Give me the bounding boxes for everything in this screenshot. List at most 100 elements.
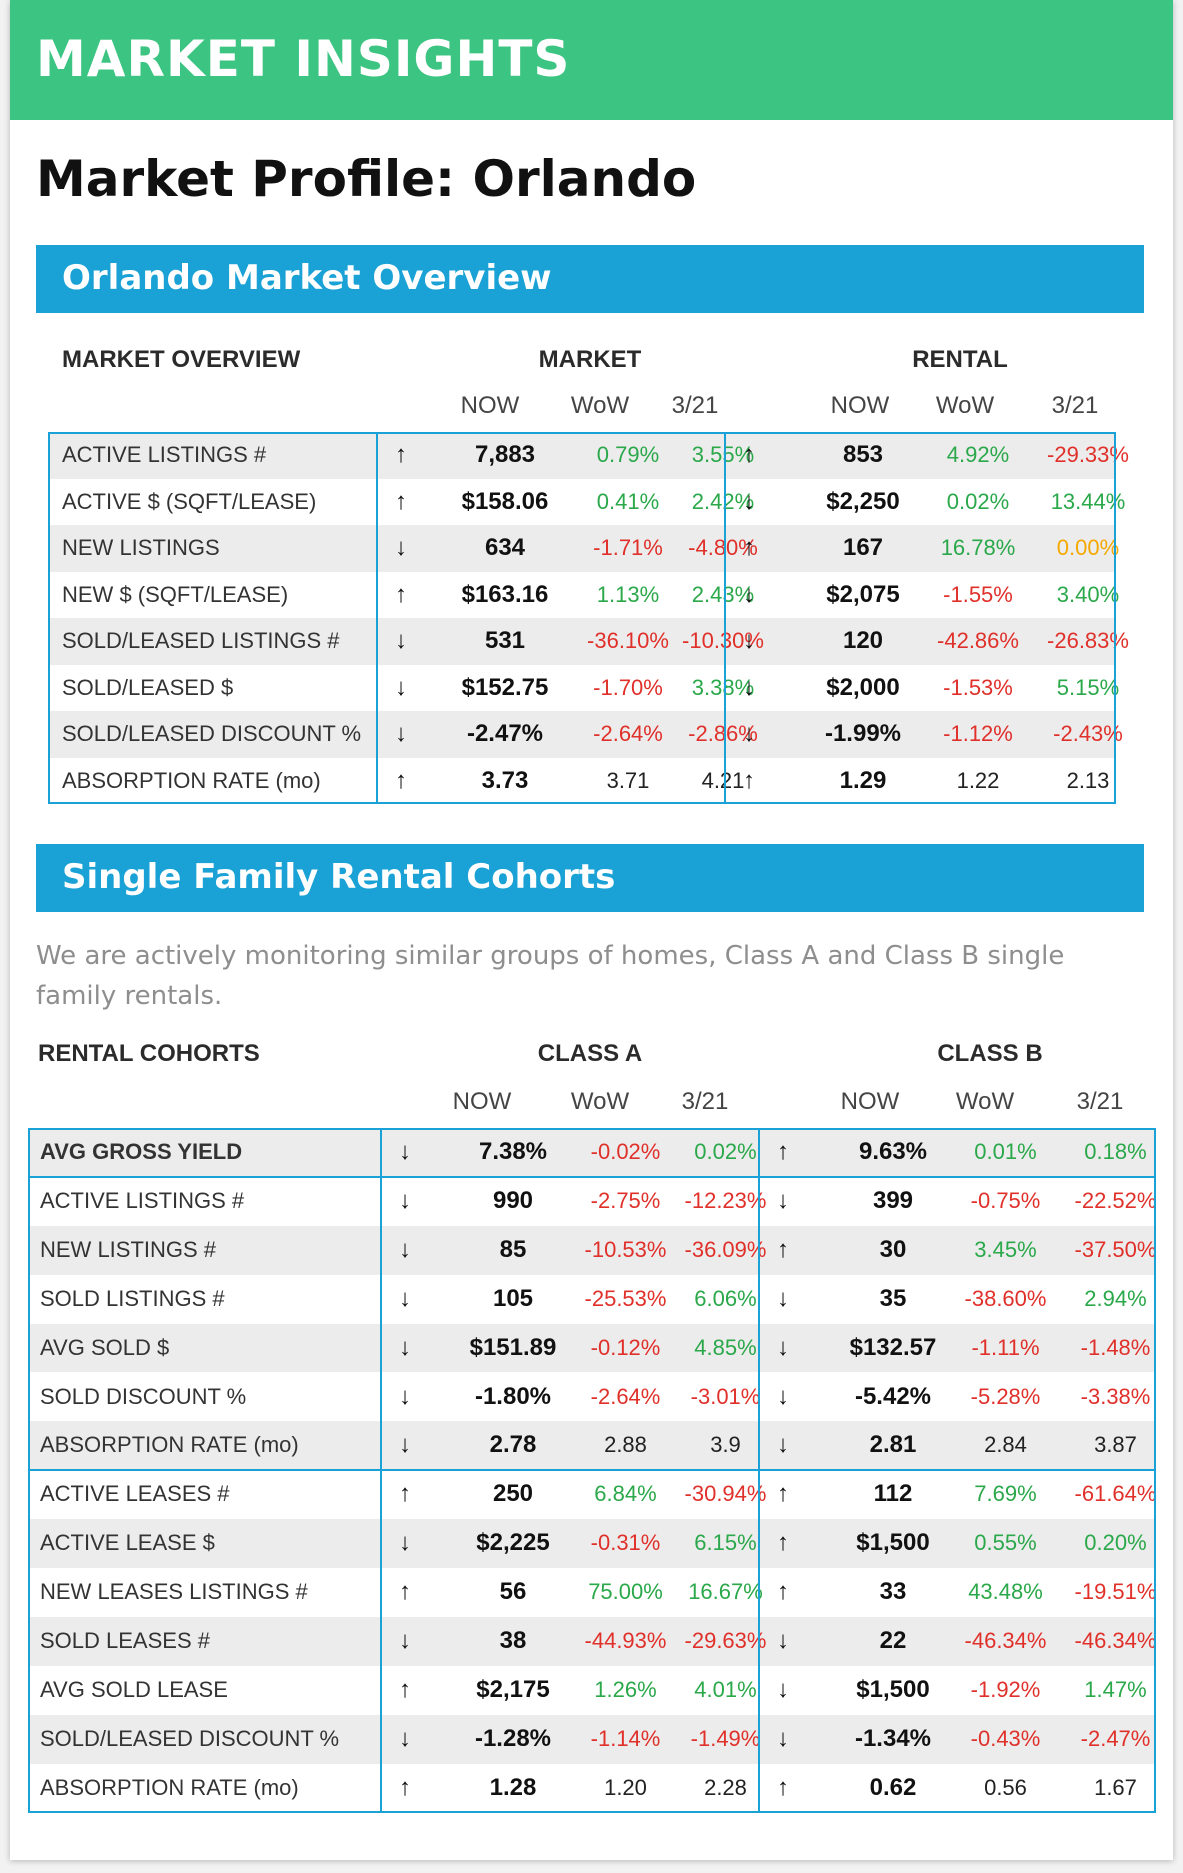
cell-mar-a: -30.94%	[684, 1481, 767, 1507]
market-insights-card: MARKET INSIGHTS Market Profile: Orlando …	[10, 0, 1173, 1860]
cell-dir-a: ↓	[399, 1235, 411, 1263]
cell-wow-b: 2.84	[984, 1432, 1027, 1458]
cell-mar-a: -2.86%	[688, 721, 758, 746]
cohorts-group-class-a: CLASS A	[537, 1040, 643, 1067]
cell-dir-b: ↑	[743, 441, 755, 468]
cell-label: ABSORPTION RATE (mo)	[40, 1432, 299, 1458]
cell-mar-b: -46.34%	[1074, 1628, 1157, 1653]
cell-dir-a: ↓	[399, 1529, 411, 1557]
table-row: ACTIVE LISTINGS # ↑ 7,883 0.79% 3.55% ↑ 853 4.9…	[48, 432, 1129, 479]
cell-wow-a: 1.26%	[594, 1676, 657, 1702]
table-row: SOLD/LEASED LISTINGS # ↓ 531 -36.10% -10.30%…	[48, 618, 1129, 665]
cell-mar-a: 4.21	[701, 767, 745, 793]
cell-dir-a: ↑	[395, 487, 407, 515]
cell-mar-a: 2.42%	[691, 488, 755, 514]
cell-dir-a: ↓	[395, 673, 407, 701]
cell-mar-a: -10.30%	[682, 628, 764, 653]
cell-now-b: 112	[873, 1480, 913, 1508]
cell-wow-b: 7.69%	[974, 1481, 1037, 1507]
cell-now-a: 7.38%	[478, 1138, 548, 1165]
cell-label: ACTIVE LEASES #	[40, 1481, 230, 1507]
cell-now-b: 22	[879, 1627, 907, 1654]
cell-label: ABSORPTION RATE (mo)	[62, 767, 321, 793]
cell-now-b: -1.99%	[824, 720, 902, 747]
cell-label: ACTIVE LISTINGS #	[40, 1187, 245, 1213]
overview-sub-mar-a: 3/21	[671, 392, 719, 419]
cell-now-a: -1.80%	[474, 1382, 552, 1410]
cell-mar-a: -36.09%	[684, 1236, 767, 1262]
cell-now-b: 1.29	[839, 766, 887, 794]
cell-now-b: $1,500	[856, 1529, 930, 1557]
table-border-left	[48, 432, 50, 804]
cell-dir-a: ↓	[395, 627, 407, 654]
cell-now-a: $2,175	[476, 1675, 550, 1703]
cell-wow-b: -0.75%	[970, 1187, 1041, 1213]
cell-wow-b: 3.45%	[974, 1236, 1037, 1262]
overview-sub-now-b: NOW	[830, 392, 890, 419]
cell-dir-b: ↓	[777, 1675, 789, 1703]
cell-now-a: 990	[492, 1186, 534, 1214]
cell-label: SOLD/LEASED DISCOUNT %	[40, 1725, 340, 1751]
cell-wow-b: 43.48%	[968, 1579, 1043, 1605]
table-row: NEW LISTINGS ↓ 634 -1.71% -4.80% ↑ 167 16.78% 0.…	[48, 525, 1119, 572]
cell-dir-b: ↓	[743, 627, 755, 654]
cell-wow-a: 3.71	[606, 767, 650, 793]
cell-label: AVG GROSS YIELD	[40, 1139, 243, 1164]
cell-label: AVG SOLD LEASE	[40, 1676, 228, 1702]
cell-now-a: 2.78	[489, 1431, 537, 1459]
table-row: AVG SOLD $ ↓ $151.89 -0.12% 4.85% ↓ $132.57 -1.…	[28, 1323, 1156, 1373]
overview-group-rental: RENTAL	[912, 346, 1008, 373]
table-border-right	[1114, 432, 1116, 804]
cell-wow-a: -25.53%	[584, 1285, 667, 1311]
cell-dir-a: ↑	[395, 580, 407, 608]
cell-now-b: 167	[842, 534, 884, 561]
cell-mar-b: 1.47%	[1084, 1676, 1147, 1702]
cell-wow-a: -10.53%	[584, 1236, 667, 1262]
cell-dir-a: ↑	[399, 1480, 411, 1508]
cell-dir-b: ↓	[777, 1431, 789, 1459]
cell-wow-b: 0.02%	[946, 488, 1010, 514]
cell-wow-b: -0.43%	[970, 1725, 1041, 1751]
cell-now-a: $151.89	[469, 1333, 557, 1361]
cell-label: ACTIVE LISTINGS #	[62, 442, 267, 467]
cell-wow-b: -38.60%	[964, 1285, 1047, 1311]
cell-label: AVG SOLD $	[40, 1334, 170, 1360]
cell-label: SOLD/LEASED DISCOUNT %	[62, 721, 362, 746]
cell-wow-b: -46.34%	[964, 1628, 1047, 1653]
cell-mar-b: -2.43%	[1053, 721, 1123, 746]
table-row: ABSORPTION RATE (mo) ↑ 1.28 1.20 2.28 ↑ 0.62 0.…	[28, 1764, 1156, 1813]
overview-header-label: MARKET OVERVIEW	[62, 346, 301, 373]
cell-dir-b: ↑	[777, 1138, 789, 1165]
cell-now-a: 3.73	[481, 766, 529, 794]
cell-mar-a: 4.85%	[694, 1334, 757, 1360]
cell-wow-b: 1.22	[956, 767, 1000, 793]
cell-wow-b: -1.55%	[943, 581, 1013, 607]
cell-wow-a: -1.14%	[590, 1725, 661, 1751]
cell-label: NEW LISTINGS #	[40, 1236, 217, 1262]
banner-title: MARKET INSIGHTS	[36, 30, 571, 88]
cell-mar-b: 0.18%	[1084, 1139, 1147, 1164]
cell-mar-a: -4.80%	[688, 535, 758, 560]
cell-now-b: 35	[879, 1284, 907, 1312]
overview-sub-wow-a: WoW	[570, 392, 630, 419]
table-row: ABSORPTION RATE (mo) ↓ 2.78 2.88 3.9 ↓ 2.81 2.8…	[28, 1421, 1156, 1471]
cell-now-b: 2.81	[869, 1431, 917, 1459]
cell-now-b: -1.34%	[854, 1724, 932, 1752]
cohorts-section-title: Single Family Rental Cohorts	[62, 857, 616, 897]
table-row: ACTIVE $ (SQFT/LEASE) ↑ $158.06 0.41% 2.42% ↓…	[48, 479, 1125, 526]
cell-mar-b: -1.48%	[1080, 1334, 1151, 1360]
cell-wow-b: 0.56	[984, 1774, 1027, 1800]
cell-label: SOLD DISCOUNT %	[40, 1383, 247, 1409]
cell-dir-a: ↓	[399, 1431, 411, 1459]
cell-mar-b: -3.38%	[1080, 1383, 1151, 1409]
cell-wow-b: -42.86%	[937, 628, 1019, 653]
cell-wow-a: 1.20	[604, 1774, 647, 1800]
cell-dir-b: ↓	[743, 580, 755, 608]
cell-dir-a: ↓	[399, 1284, 411, 1312]
table-row: SOLD LISTINGS # ↓ 105 -25.53% 6.06% ↓ 35 -38.60…	[28, 1275, 1156, 1324]
cell-now-a: 634	[484, 534, 526, 561]
cell-wow-a: -36.10%	[587, 628, 669, 653]
cohorts-sub-mar-b: 3/21	[1076, 1088, 1124, 1115]
cell-dir-a: ↑	[399, 1578, 411, 1606]
cell-dir-b: ↓	[777, 1724, 789, 1752]
